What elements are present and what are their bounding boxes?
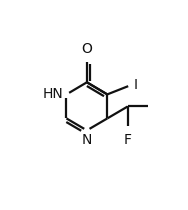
Text: F: F <box>124 133 132 147</box>
Text: N: N <box>82 133 92 147</box>
Text: HN: HN <box>43 87 64 101</box>
Text: I: I <box>134 78 138 92</box>
Text: O: O <box>81 42 92 56</box>
